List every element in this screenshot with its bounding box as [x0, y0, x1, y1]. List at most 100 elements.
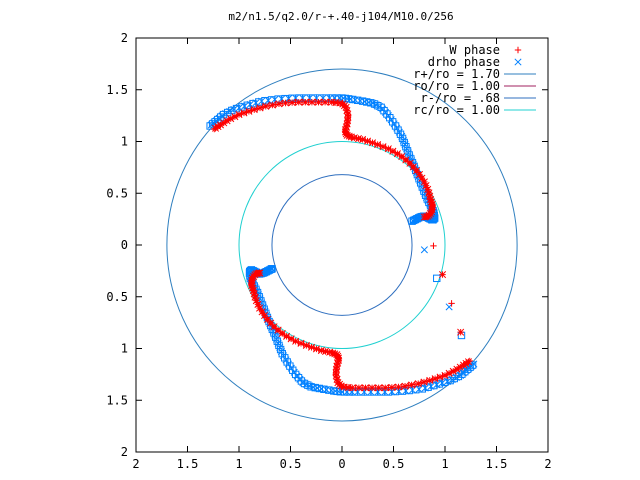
data-point [379, 143, 387, 151]
data-point [301, 98, 309, 106]
data-point [220, 119, 228, 127]
data-point [297, 339, 305, 347]
legend-marker [514, 46, 522, 54]
data-point [408, 217, 416, 225]
chart-title: m2/n1.5/q2.0/r-+.40-j104/M10.0/256 [228, 10, 453, 23]
data-point [396, 130, 405, 138]
data-point [375, 384, 383, 392]
data-point [409, 163, 417, 171]
data-point [252, 297, 260, 305]
series-drho-phase [206, 94, 478, 396]
circle-r-ro-1-70 [166, 68, 518, 422]
legend-marker [514, 58, 522, 66]
data-point [420, 378, 428, 386]
data-point [321, 98, 329, 106]
data-point [268, 265, 276, 273]
y-tick-label: 1 [121, 342, 128, 356]
data-point [263, 315, 271, 323]
data-point [381, 384, 389, 392]
legend-label: drho phase [428, 55, 500, 69]
axis-ticks [135, 37, 549, 453]
data-point [240, 109, 248, 117]
data-point [288, 99, 296, 107]
circle-r-ro-68 [271, 174, 413, 316]
data-point [456, 363, 464, 371]
data-point [464, 358, 473, 366]
data-point [250, 106, 258, 114]
data-point [414, 380, 422, 388]
x-tick-label: 0.5 [383, 457, 405, 471]
data-point [223, 117, 231, 125]
data-point [374, 141, 382, 149]
data-point [262, 102, 270, 110]
data-point [408, 381, 416, 389]
legend-label: W phase [449, 43, 500, 57]
data-point [430, 242, 437, 250]
x-tick-label: 1 [235, 457, 242, 471]
x-tick-label: 2 [544, 457, 551, 471]
data-point [356, 97, 364, 105]
y-tick-label: 2 [121, 445, 128, 459]
data-point [302, 341, 310, 349]
data-point [363, 137, 372, 145]
data-point [295, 98, 303, 106]
data-point [359, 135, 367, 143]
data-point [415, 170, 424, 178]
data-point [468, 361, 477, 369]
data-point [422, 182, 430, 190]
data-point [283, 358, 291, 366]
data-point [424, 185, 432, 193]
y-tick-label: 0 [121, 238, 128, 252]
y-tick-label: 1 [121, 135, 128, 149]
data-point [409, 216, 418, 225]
x-tick-label: 1 [441, 457, 448, 471]
data-point [256, 269, 264, 277]
radius-circles [166, 68, 518, 422]
data-point [278, 329, 286, 337]
data-point [216, 121, 225, 129]
x-tick-label: 1.5 [177, 457, 199, 471]
data-point [268, 101, 276, 109]
data-point [457, 328, 465, 336]
data-point [274, 326, 282, 334]
data-point [402, 156, 410, 164]
data-point [368, 139, 377, 147]
data-point [433, 274, 441, 283]
data-point [453, 365, 461, 373]
circle-rc-ro-1-00 [238, 141, 446, 349]
x-tick-label: 0.5 [280, 457, 302, 471]
data-point [449, 367, 457, 375]
data-point [445, 369, 453, 377]
data-point [413, 167, 421, 175]
data-point [355, 384, 363, 392]
legend-label: ro/ro = 1.00 [413, 79, 500, 93]
data-point [312, 345, 321, 353]
data-point [267, 319, 275, 327]
data-point [317, 347, 325, 355]
data-point [462, 359, 470, 367]
y-tick-label: 2 [121, 31, 128, 45]
data-point [441, 371, 449, 379]
y-tick-label: 0.5 [106, 290, 128, 304]
data-point [283, 332, 291, 340]
data-point [394, 126, 402, 134]
data-point [256, 104, 264, 112]
data-point [260, 312, 269, 320]
data-point [388, 383, 396, 391]
data-point [426, 376, 434, 384]
x-tick-label: 0 [338, 457, 345, 471]
data-point [394, 383, 402, 391]
data-point [393, 150, 401, 158]
data-point [254, 300, 262, 308]
axis-tick-labels: 2 1.5 1 0.5 0 0.5 1 1.5 221.510.500.511.52 [106, 31, 551, 471]
data-point [459, 361, 468, 369]
data-point [398, 153, 406, 161]
series-w-phase [211, 98, 473, 392]
data-point [231, 113, 239, 121]
legend-label: rc/ro = 1.00 [413, 103, 500, 117]
data-point [270, 323, 278, 331]
data-point [401, 382, 409, 390]
data-point [418, 174, 426, 182]
data-point [311, 383, 319, 392]
